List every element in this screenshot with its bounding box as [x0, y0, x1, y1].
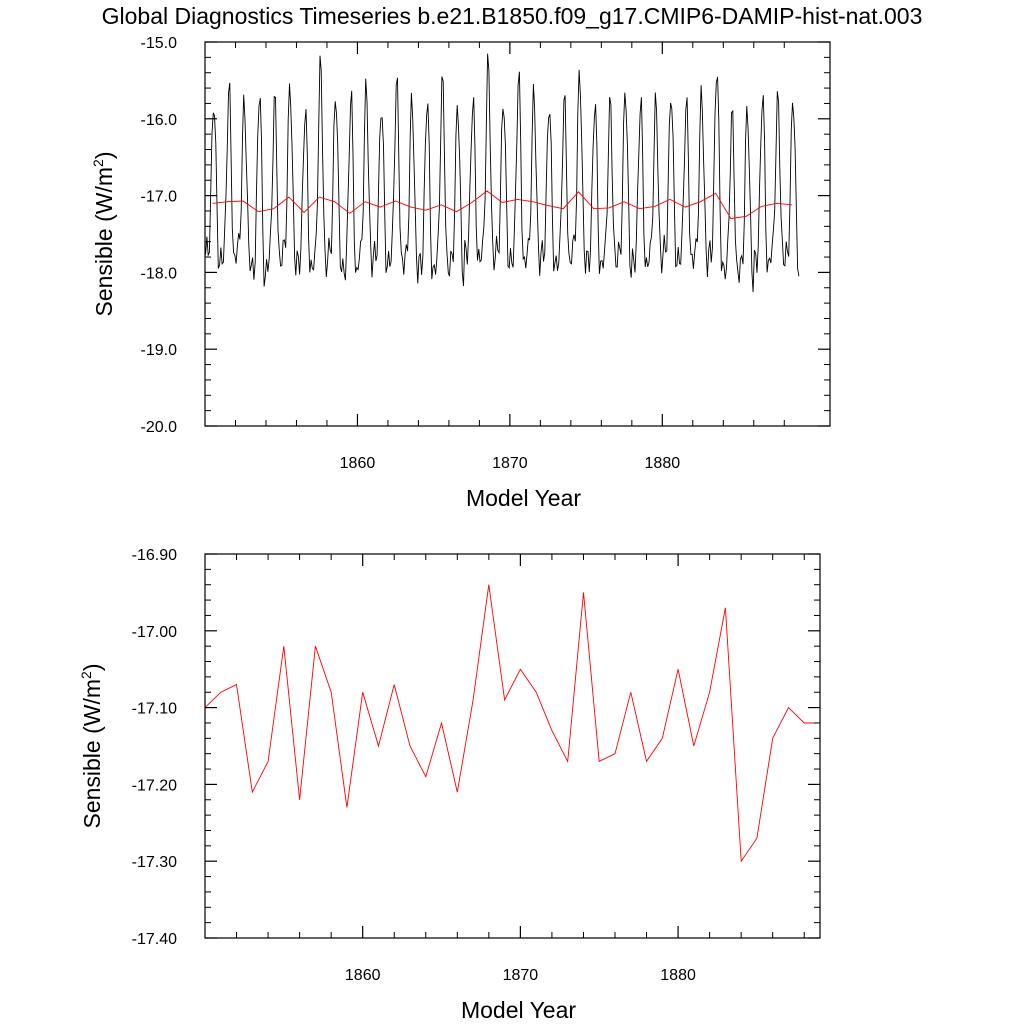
y-axis-label: Sensible (W/m2): [78, 663, 105, 828]
y-tick-label: -17.00: [132, 624, 177, 641]
y-tick-label: -17.40: [132, 931, 177, 948]
y-tick-label: -16.90: [132, 547, 177, 564]
plot-frame: [204, 553, 821, 939]
y-tick-label: -17.20: [132, 777, 177, 794]
x-tick-label: 1880: [645, 455, 681, 472]
y-tick-label: -20.0: [141, 419, 178, 436]
y-tick-label: -17.30: [132, 854, 177, 871]
annual-series-line: [204, 584, 820, 863]
x-tick-label: 1870: [492, 455, 528, 472]
x-axis-label: Model Year: [466, 485, 581, 511]
y-tick-label: -16.0: [141, 112, 178, 129]
y-axis-label: Sensible (W/m2): [90, 151, 117, 316]
bottom-panel: 1860 1870 1880 -17.40 -17.30 -17.20 -17.10 -17.…: [78, 547, 821, 1023]
x-axis-label: Model Year: [461, 997, 576, 1023]
chart-title: Global Diagnostics Timeseries b.e21.B185…: [102, 3, 923, 29]
y-tick-label: -17.0: [141, 189, 178, 206]
x-tick-label: 1870: [503, 967, 539, 984]
y-tick-label: -17.10: [132, 701, 177, 718]
monthly-series-line: [205, 53, 800, 293]
top-panel: 1860 1870 1880 -20.0 -19.0 -18.0 -17.0 -16.0 -15…: [90, 35, 831, 511]
plot-frame: [204, 41, 831, 427]
x-tick-label: 1880: [660, 967, 696, 984]
annual-series-line: [212, 190, 792, 220]
y-tick-label: -18.0: [141, 265, 178, 282]
y-tick-label: -19.0: [141, 342, 178, 359]
x-tick-label: 1860: [345, 967, 381, 984]
y-tick-label: -15.0: [141, 35, 178, 52]
x-tick-label: 1860: [340, 455, 376, 472]
